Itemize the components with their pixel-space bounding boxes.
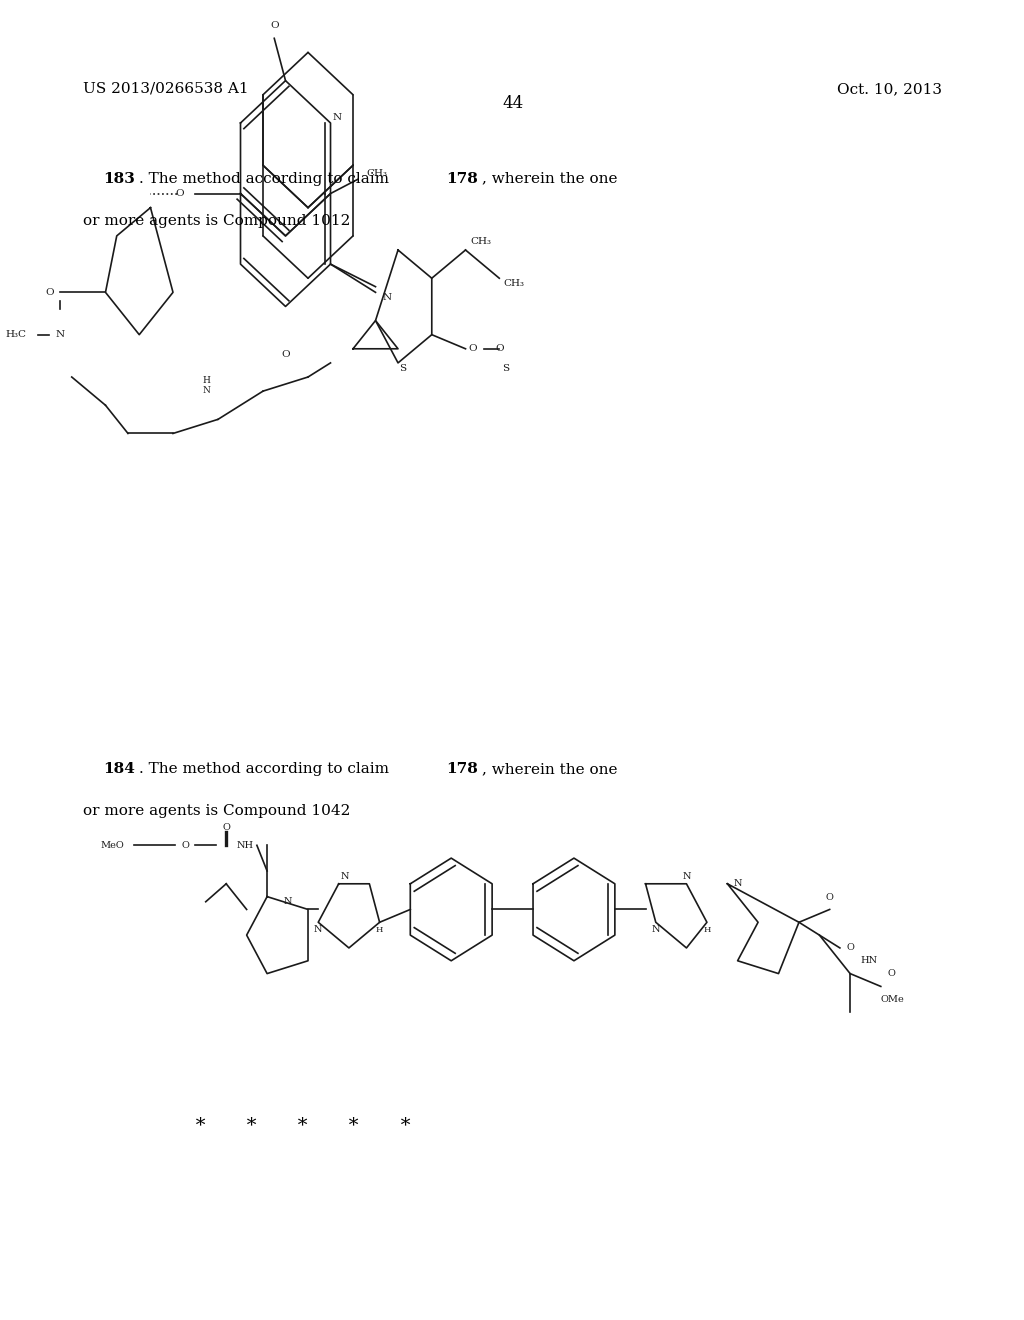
Text: NH: NH bbox=[237, 841, 254, 850]
Text: 44: 44 bbox=[502, 95, 523, 112]
Text: O: O bbox=[45, 288, 53, 297]
Text: N: N bbox=[284, 898, 292, 907]
Text: O: O bbox=[846, 944, 854, 953]
Text: H
N: H N bbox=[203, 376, 211, 395]
Text: Oct. 10, 2013: Oct. 10, 2013 bbox=[838, 82, 942, 96]
Text: O: O bbox=[495, 345, 504, 354]
Text: ∗: ∗ bbox=[296, 1113, 309, 1130]
Text: O: O bbox=[181, 841, 189, 850]
Text: , wherein the one: , wherein the one bbox=[482, 762, 617, 776]
Text: ∗: ∗ bbox=[347, 1113, 360, 1130]
Text: HN: HN bbox=[860, 956, 878, 965]
Text: O: O bbox=[176, 189, 184, 198]
Text: H₃C: H₃C bbox=[6, 330, 27, 339]
Text: CH₃: CH₃ bbox=[504, 280, 524, 288]
Text: ∗: ∗ bbox=[194, 1113, 207, 1130]
Text: S: S bbox=[503, 364, 510, 374]
Text: O: O bbox=[222, 824, 230, 833]
Text: 183: 183 bbox=[103, 172, 135, 186]
Text: N: N bbox=[314, 925, 323, 935]
Text: ∗: ∗ bbox=[398, 1113, 412, 1130]
Text: H: H bbox=[376, 925, 383, 935]
Text: OMe: OMe bbox=[881, 995, 904, 1003]
Text: 178: 178 bbox=[446, 762, 478, 776]
Text: or more agents is Compound 1012: or more agents is Compound 1012 bbox=[83, 214, 350, 228]
Text: N: N bbox=[382, 293, 391, 302]
Text: O: O bbox=[825, 892, 834, 902]
Text: N: N bbox=[733, 879, 741, 888]
Text: O: O bbox=[282, 350, 290, 359]
Text: 178: 178 bbox=[446, 172, 478, 186]
Text: O: O bbox=[270, 21, 279, 30]
Text: N: N bbox=[341, 871, 349, 880]
Text: . The method according to claim: . The method according to claim bbox=[139, 172, 394, 186]
Text: . The method according to claim: . The method according to claim bbox=[139, 762, 394, 776]
Text: N: N bbox=[682, 871, 691, 880]
Text: CH₃: CH₃ bbox=[367, 169, 387, 178]
Text: or more agents is Compound 1042: or more agents is Compound 1042 bbox=[83, 804, 350, 818]
Text: 184: 184 bbox=[103, 762, 135, 776]
Text: N: N bbox=[651, 925, 660, 935]
Text: S: S bbox=[399, 364, 407, 374]
Text: O: O bbox=[887, 969, 895, 978]
Text: , wherein the one: , wherein the one bbox=[482, 172, 617, 186]
Text: US 2013/0266538 A1: US 2013/0266538 A1 bbox=[83, 82, 249, 96]
Text: N: N bbox=[333, 112, 342, 121]
Text: CH₃: CH₃ bbox=[470, 238, 492, 246]
Text: ∗: ∗ bbox=[245, 1113, 258, 1130]
Text: H: H bbox=[703, 925, 711, 935]
Text: O: O bbox=[468, 345, 476, 354]
Text: MeO: MeO bbox=[100, 841, 124, 850]
Text: N: N bbox=[56, 330, 66, 339]
